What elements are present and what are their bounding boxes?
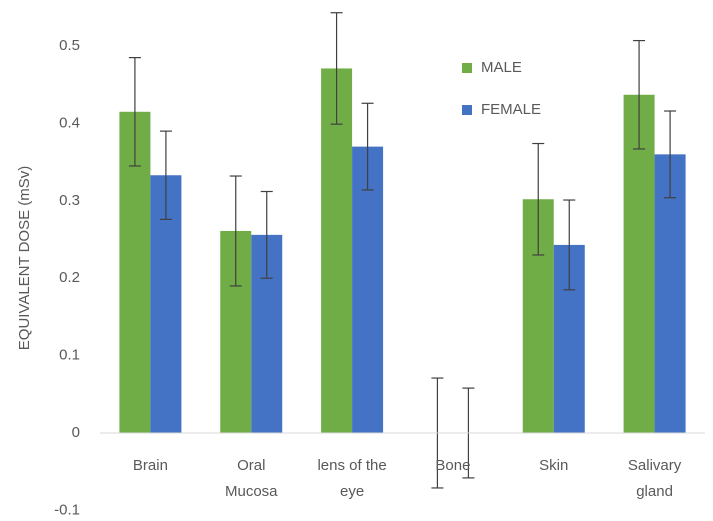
error-bar — [664, 110, 677, 199]
y-tick-label: 0 — [72, 424, 80, 441]
x-axis-labels: Brain Oral Mucosa lens of the eye Bone Skin Sal… — [133, 457, 682, 500]
error-bar — [128, 57, 141, 167]
y-axis-ticks: 0.5 0.4 0.3 0.2 0.1 0 -0.1 — [54, 37, 80, 518]
error-bar — [633, 39, 646, 150]
y-tick-label: 0.3 — [59, 192, 80, 209]
bars — [119, 68, 686, 434]
bar-female — [654, 154, 686, 434]
legend: MALE FEMALE — [462, 59, 541, 118]
error-bar — [260, 190, 273, 279]
y-tick-label: 0.5 — [59, 37, 80, 54]
legend-label: FEMALE — [481, 101, 541, 118]
error-bar — [159, 130, 172, 220]
error-bar — [532, 142, 545, 256]
bar-male — [321, 68, 353, 434]
error-bars — [128, 12, 677, 489]
x-tick-label: Oral Mucosa — [225, 457, 278, 500]
x-tick-label: Salivary gland — [628, 457, 682, 500]
error-bar — [330, 12, 343, 125]
error-bar — [563, 199, 576, 291]
y-tick-label: 0.2 — [59, 269, 80, 286]
legend-swatch — [462, 63, 472, 73]
x-tick-label: lens of the eye — [317, 457, 386, 500]
error-bar — [229, 175, 242, 287]
bar-male — [623, 94, 655, 434]
legend-item: MALE — [462, 59, 522, 76]
bar-female — [352, 146, 384, 433]
legend-item: FEMALE — [462, 101, 541, 118]
y-tick-label: 0.4 — [59, 114, 80, 131]
x-tick-label: Bone — [435, 457, 470, 474]
y-axis-label: EQUIVALENT DOSE (mSv) — [16, 166, 33, 350]
y-tick-label: 0.1 — [59, 347, 80, 364]
legend-label: MALE — [481, 59, 522, 76]
error-bar — [361, 102, 374, 191]
x-tick-label: Brain — [133, 457, 168, 474]
legend-swatch — [462, 105, 472, 115]
y-tick-label: -0.1 — [54, 501, 80, 516]
x-tick-label: Skin — [539, 457, 568, 474]
